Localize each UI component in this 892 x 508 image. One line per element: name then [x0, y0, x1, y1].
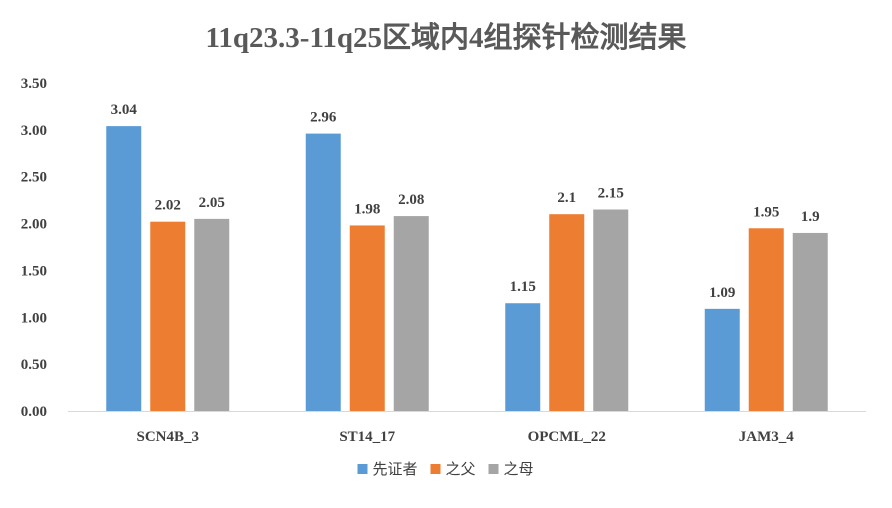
legend-swatch — [357, 464, 368, 474]
data-label: 3.04 — [111, 102, 138, 118]
data-label: 1.09 — [709, 285, 735, 301]
data-label: 1.98 — [354, 201, 380, 217]
bar-st14-17-3 — [393, 216, 429, 411]
data-label: 2.02 — [155, 198, 181, 214]
legend-swatch — [430, 464, 441, 474]
data-label: 1.15 — [510, 279, 536, 295]
y-tick-label: 1.00 — [21, 310, 47, 326]
bar-jam3-4-1 — [704, 308, 740, 411]
data-label: 1.9 — [801, 209, 820, 225]
data-label: 2.08 — [398, 192, 424, 208]
bar-scn4b-3-1 — [106, 126, 142, 411]
bar-opcml-22-1 — [505, 303, 541, 411]
x-category-label: OPCML_22 — [528, 429, 606, 445]
y-tick-label: 2.50 — [21, 170, 47, 186]
data-label: 1.95 — [753, 204, 779, 220]
y-tick-label: 2.00 — [21, 217, 47, 233]
legend-label: 先证者 — [373, 460, 418, 478]
data-label: 2.15 — [598, 186, 624, 202]
legend: 先证者 之父 之母 — [357, 460, 534, 478]
bars — [106, 126, 828, 411]
y-tick-label: 3.00 — [21, 123, 47, 139]
bar-opcml-22-3 — [593, 209, 629, 411]
data-label: 2.96 — [310, 110, 337, 126]
y-axis: 0.00 0.50 1.00 1.50 2.00 2.50 3.00 3.50 — [21, 76, 47, 420]
bar-opcml-22-2 — [549, 214, 585, 411]
bar-st14-17-2 — [349, 225, 385, 411]
legend-swatch — [488, 464, 499, 474]
legend-label: 之父 — [446, 460, 476, 478]
y-tick-label: 0.00 — [21, 404, 47, 420]
bar-scn4b-3-2 — [150, 221, 186, 411]
y-tick-label: 0.50 — [21, 357, 47, 373]
x-category-label: ST14_17 — [339, 429, 395, 445]
bar-st14-17-1 — [305, 133, 341, 411]
data-label: 2.1 — [557, 190, 576, 206]
bar-scn4b-3-3 — [194, 218, 230, 411]
data-labels: 3.04 2.02 2.05 2.96 1.98 2.08 1.15 2.1 2.15 1.09 1… — [111, 102, 820, 301]
bar-jam3-4-3 — [792, 232, 828, 411]
y-tick-label: 3.50 — [21, 76, 47, 92]
data-label: 2.05 — [199, 195, 225, 211]
chart-title: 11q23.3-11q25区域内4组探针检测结果 — [206, 20, 687, 54]
x-axis: SCN4B_3 ST14_17 OPCML_22 JAM3_4 — [68, 411, 866, 445]
bar-jam3-4-2 — [748, 228, 784, 411]
x-category-label: JAM3_4 — [739, 429, 794, 445]
legend-label: 之母 — [504, 460, 534, 478]
x-category-label: SCN4B_3 — [136, 429, 199, 445]
y-tick-label: 1.50 — [21, 263, 47, 279]
